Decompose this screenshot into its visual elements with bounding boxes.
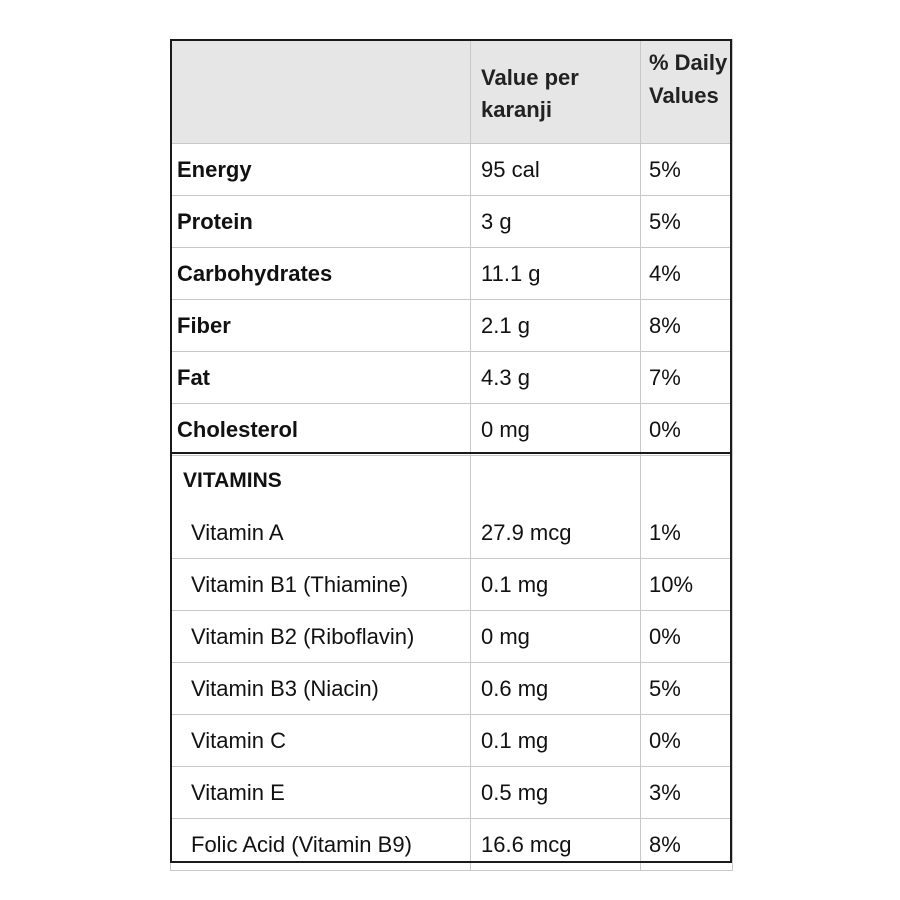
vitamin-name: Vitamin E xyxy=(170,766,471,819)
table-row: Folic Acid (Vitamin B9) 16.6 mcg 8% xyxy=(170,818,733,871)
vitamin-value: 0.1 mg xyxy=(470,714,641,767)
table-row: Cholesterol 0 mg 0% xyxy=(170,403,733,456)
nutrient-name: Protein xyxy=(170,195,471,248)
vitamin-value: 0.1 mg xyxy=(470,558,641,611)
vitamin-value: 16.6 mcg xyxy=(470,818,641,871)
vitamin-name: Folic Acid (Vitamin B9) xyxy=(170,818,471,871)
table-row: Vitamin B3 (Niacin) 0.6 mg 5% xyxy=(170,662,733,715)
table-row: Vitamin A 27.9 mcg 1% xyxy=(170,507,733,559)
vitamins-section-header-row: VITAMINS xyxy=(170,455,733,507)
nutrient-value: 4.3 g xyxy=(470,351,641,404)
vitamin-value: 0 mg xyxy=(470,610,641,663)
table-row: Carbohydrates 11.1 g 4% xyxy=(170,247,733,300)
vitamin-name: Vitamin B1 (Thiamine) xyxy=(170,558,471,611)
table-row: Fiber 2.1 g 8% xyxy=(170,299,733,352)
nutrient-value: 2.1 g xyxy=(470,299,641,352)
nutrient-daily-value: 7% xyxy=(640,351,733,404)
nutrient-name: Carbohydrates xyxy=(170,247,471,300)
header-daily-value-column: % Daily Values xyxy=(640,39,733,144)
vitamin-daily-value: 8% xyxy=(640,818,733,871)
vitamin-daily-value: 0% xyxy=(640,714,733,767)
nutrient-daily-value: 4% xyxy=(640,247,733,300)
nutrient-name: Fiber xyxy=(170,299,471,352)
vitamin-name: Vitamin B3 (Niacin) xyxy=(170,662,471,715)
nutrient-value: 0 mg xyxy=(470,403,641,456)
vitamin-name: Vitamin A xyxy=(170,507,471,559)
nutrient-daily-value: 5% xyxy=(640,195,733,248)
vitamins-heading-empty-cell xyxy=(640,455,733,507)
table-row: Vitamin C 0.1 mg 0% xyxy=(170,714,733,767)
table-row: Vitamin E 0.5 mg 3% xyxy=(170,766,733,819)
nutrient-name: Energy xyxy=(170,143,471,196)
vitamin-daily-value: 10% xyxy=(640,558,733,611)
table-row: Vitamin B2 (Riboflavin) 0 mg 0% xyxy=(170,610,733,663)
vitamin-value: 0.5 mg xyxy=(470,766,641,819)
vitamin-daily-value: 3% xyxy=(640,766,733,819)
table-row: Protein 3 g 5% xyxy=(170,195,733,248)
vitamin-name: Vitamin C xyxy=(170,714,471,767)
nutrient-daily-value: 5% xyxy=(640,143,733,196)
nutrition-table: Value per karanji % Daily Values Energy … xyxy=(170,39,733,871)
table-row: Energy 95 cal 5% xyxy=(170,143,733,196)
nutrient-name: Cholesterol xyxy=(170,403,471,456)
vitamin-value: 27.9 mcg xyxy=(470,507,641,559)
vitamin-daily-value: 1% xyxy=(640,507,733,559)
nutrient-value: 95 cal xyxy=(470,143,641,196)
header-value-column: Value per karanji xyxy=(470,39,641,144)
nutrient-daily-value: 0% xyxy=(640,403,733,456)
table-header-row: Value per karanji % Daily Values xyxy=(170,39,733,144)
table-row: Vitamin B1 (Thiamine) 0.1 mg 10% xyxy=(170,558,733,611)
table-row: Fat 4.3 g 7% xyxy=(170,351,733,404)
header-nutrient-column xyxy=(170,39,471,144)
vitamins-heading-empty-cell xyxy=(470,455,641,507)
vitamin-daily-value: 5% xyxy=(640,662,733,715)
nutrient-value: 11.1 g xyxy=(470,247,641,300)
vitamin-daily-value: 0% xyxy=(640,610,733,663)
vitamin-value: 0.6 mg xyxy=(470,662,641,715)
nutrient-daily-value: 8% xyxy=(640,299,733,352)
nutrition-table-container: Value per karanji % Daily Values Energy … xyxy=(170,39,733,871)
vitamin-name: Vitamin B2 (Riboflavin) xyxy=(170,610,471,663)
nutrient-value: 3 g xyxy=(470,195,641,248)
vitamins-heading: VITAMINS xyxy=(170,455,471,507)
nutrient-name: Fat xyxy=(170,351,471,404)
